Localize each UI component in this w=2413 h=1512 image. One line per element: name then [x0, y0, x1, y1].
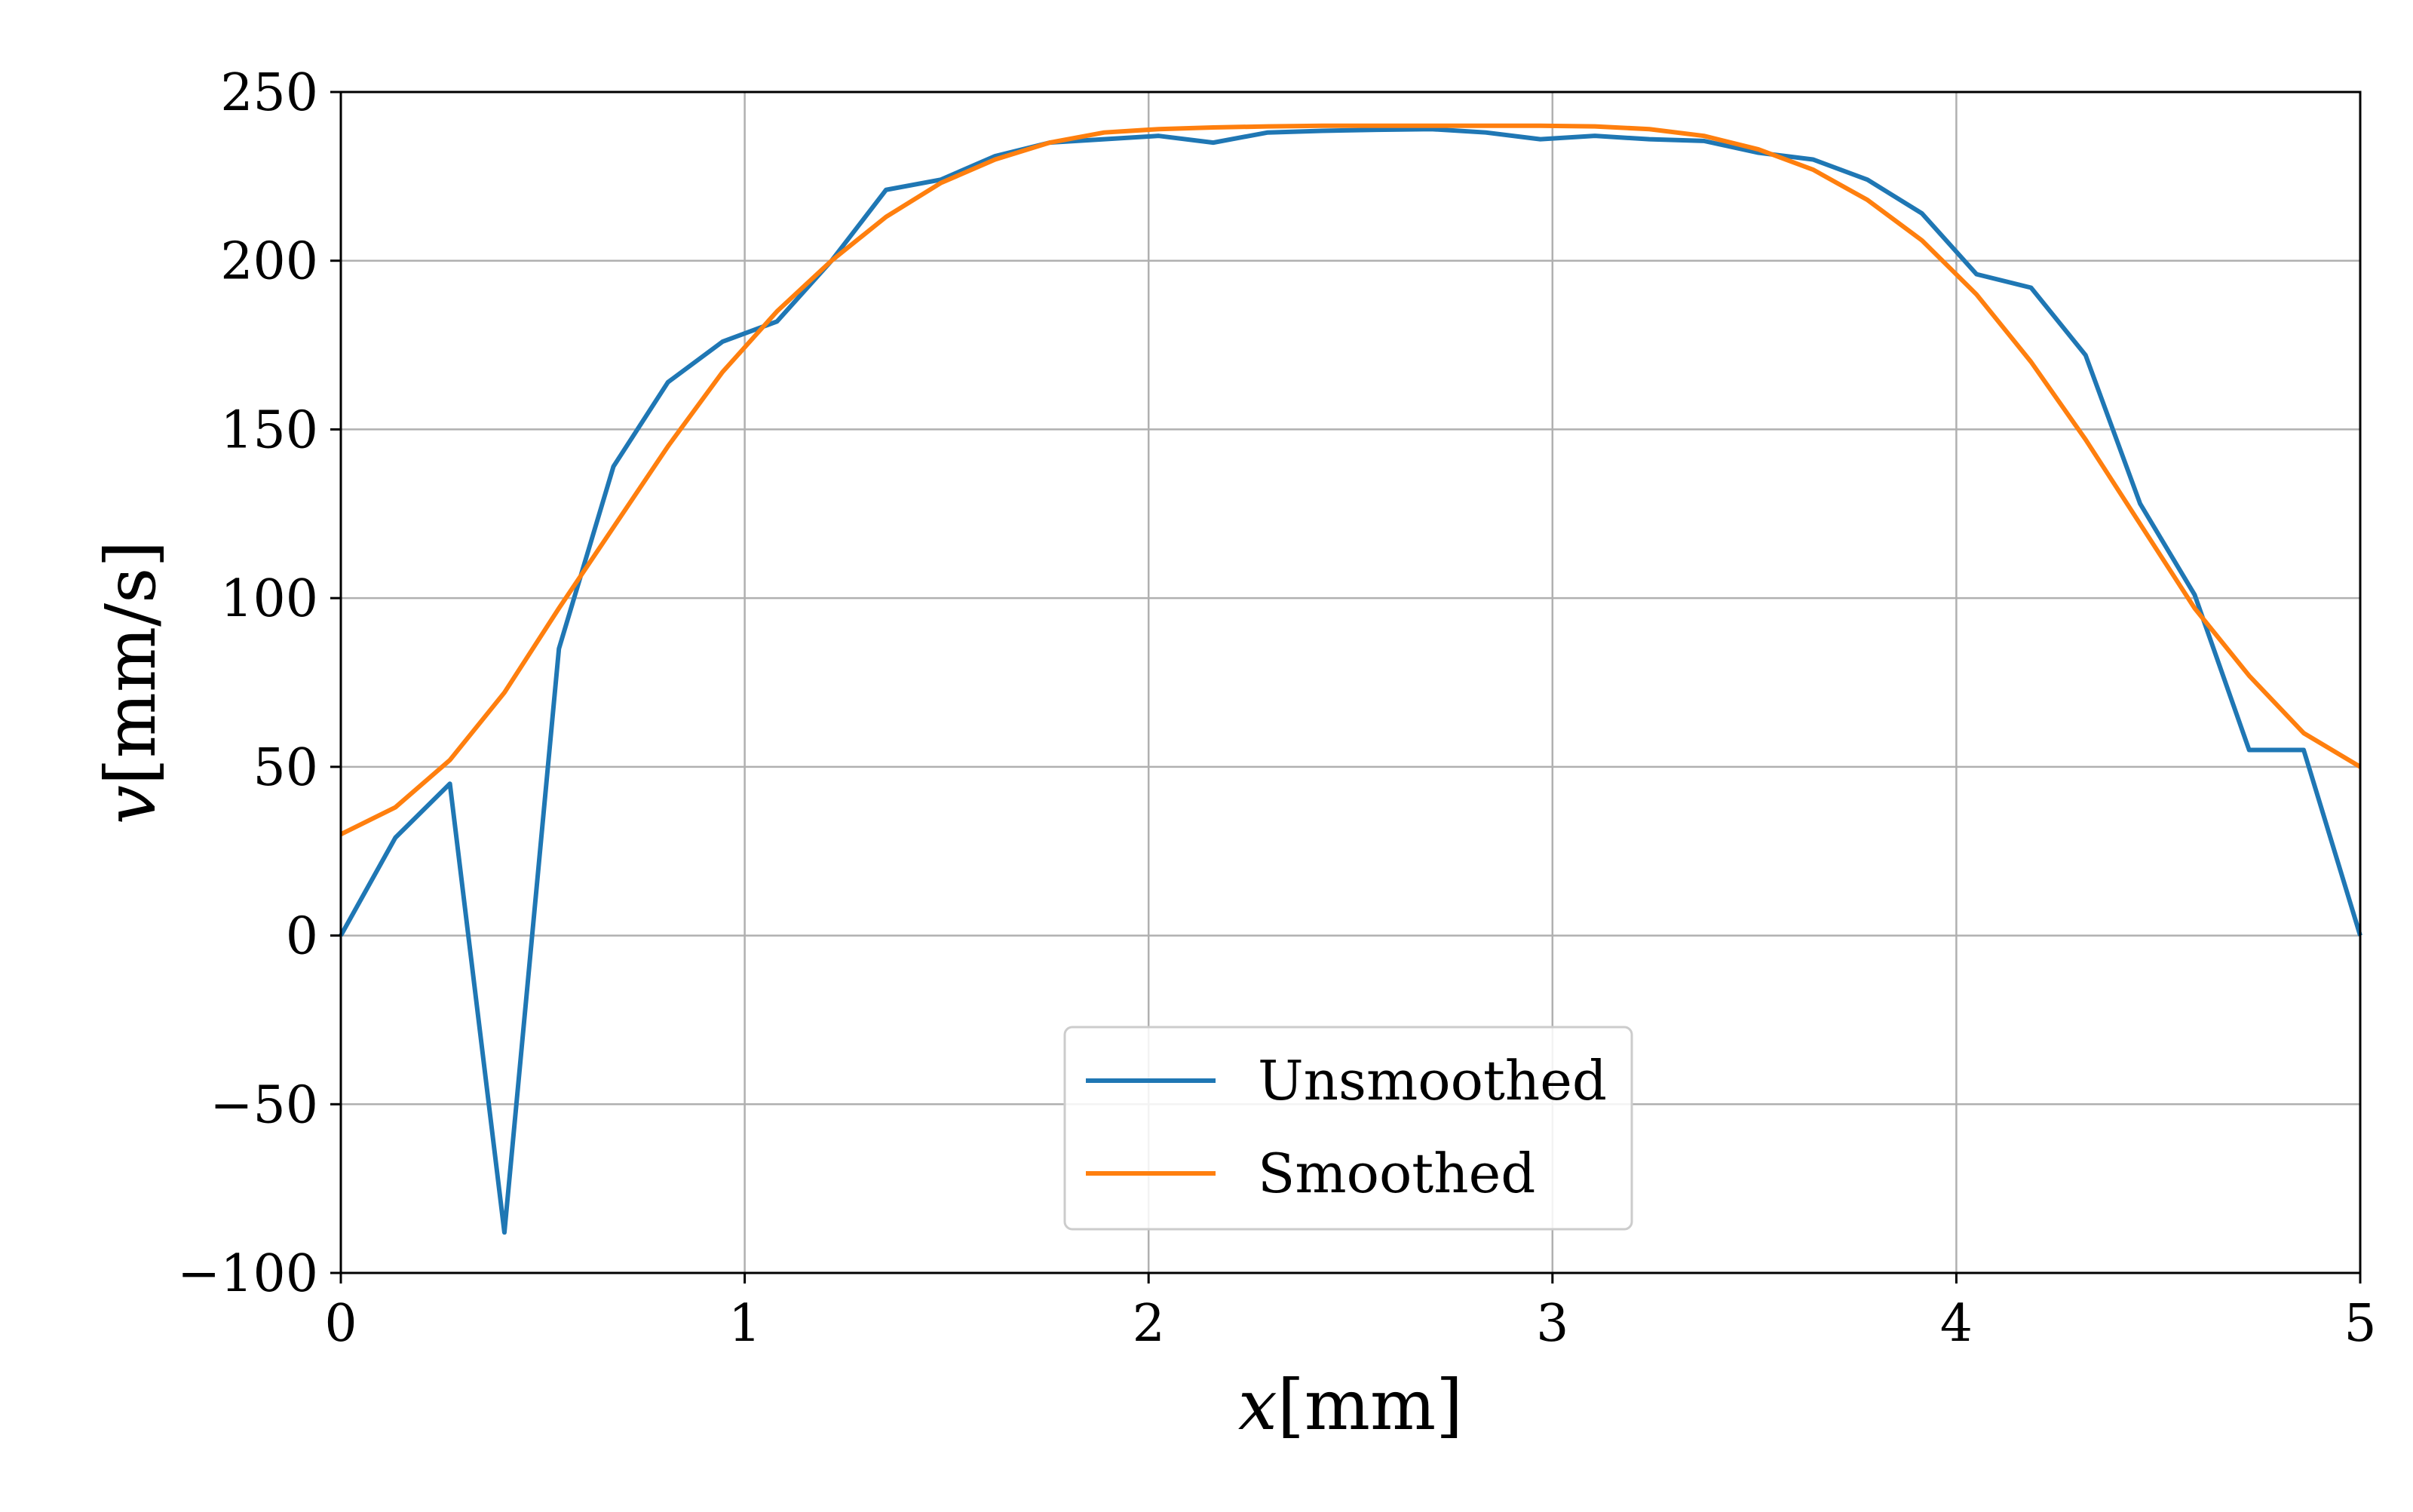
x-tick-label: 3: [1536, 1294, 1568, 1354]
legend-label-unsmoothed: Unsmoothed: [1258, 1049, 1607, 1112]
y-tick-label: 150: [220, 400, 318, 460]
y-axis-unit: [mm/s]: [90, 541, 171, 785]
x-tick-label: 0: [324, 1294, 357, 1354]
y-tick-label: 50: [253, 738, 318, 798]
y-tick-label: −100: [177, 1244, 318, 1304]
y-tick-label: 100: [220, 569, 318, 629]
y-axis-label: v[mm/s]: [90, 541, 171, 824]
y-tick-label: 200: [220, 232, 318, 292]
axis-ticks: 0 1 2 3 4 5 −100 −50 0 50 100 150 200 250: [177, 63, 2376, 1354]
y-tick-label: 0: [286, 907, 318, 967]
legend-label-smoothed: Smoothed: [1258, 1142, 1535, 1205]
y-tick-label: −50: [210, 1075, 318, 1135]
x-tick-label: 4: [1940, 1294, 1973, 1354]
x-axis-variable: x: [1238, 1365, 1277, 1446]
x-axis-unit: [mm]: [1277, 1365, 1463, 1446]
legend-box: [1063, 1026, 1633, 1231]
x-axis-label: x[mm]: [1238, 1365, 1463, 1446]
series-line-unsmoothed: [339, 127, 2362, 1235]
series-line-smoothed: [339, 123, 2362, 837]
y-axis-variable: v: [90, 785, 171, 824]
x-tick-label: 5: [2344, 1294, 2376, 1354]
x-tick-label: 1: [728, 1294, 761, 1354]
plot-frame: [339, 90, 2362, 1274]
series-lines: [339, 123, 2362, 1235]
x-tick-label: 2: [1133, 1294, 1165, 1354]
legend: Unsmoothed Smoothed: [1063, 1026, 1633, 1231]
y-tick-label: 250: [220, 63, 318, 123]
